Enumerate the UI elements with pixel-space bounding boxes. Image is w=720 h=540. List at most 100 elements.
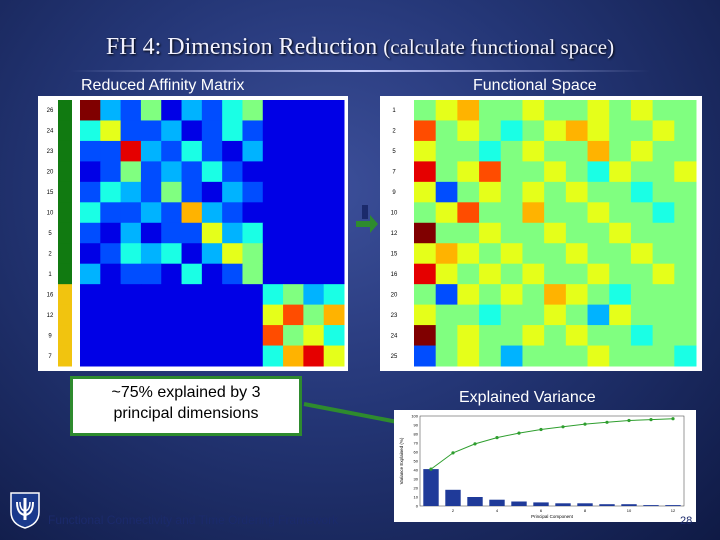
cumulative-variance-point bbox=[495, 436, 499, 440]
affinity-cell bbox=[323, 284, 345, 306]
affinity-cell bbox=[242, 140, 264, 162]
fspace-cell bbox=[479, 325, 502, 347]
affinity-cell bbox=[100, 100, 122, 121]
cumulative-variance-point bbox=[649, 418, 653, 422]
fspace-cell bbox=[544, 345, 567, 367]
fspace-cell bbox=[630, 202, 654, 224]
fspace-row-label: 10 bbox=[391, 211, 398, 217]
affinity-cell bbox=[181, 161, 203, 183]
affinity-cell bbox=[303, 222, 325, 244]
cumulative-variance-point bbox=[473, 442, 477, 446]
explained-variance-chart: 0 10 20 30 40 50 60 70 80 90 100 2 4 6 8 10 12 Principal … bbox=[399, 414, 685, 519]
fspace-cell bbox=[587, 304, 610, 326]
affinity-cell bbox=[262, 243, 284, 265]
affinity-cell bbox=[303, 120, 325, 142]
cumulative-variance-point bbox=[671, 417, 675, 421]
fspace-cell bbox=[435, 345, 458, 367]
y-tick-label: 40 bbox=[414, 468, 419, 473]
affinity-cell bbox=[80, 284, 101, 306]
affinity-row-label: 7 bbox=[48, 354, 52, 360]
fspace-cell bbox=[522, 140, 545, 162]
affinity-cell bbox=[201, 100, 223, 121]
affinity-cell bbox=[181, 345, 203, 367]
affinity-cell bbox=[242, 325, 264, 347]
affinity-cell bbox=[303, 181, 325, 203]
affinity-cell bbox=[100, 181, 122, 203]
affinity-cell bbox=[161, 345, 183, 367]
label-explained-variance: Explained Variance bbox=[459, 389, 596, 406]
fspace-cell bbox=[522, 120, 545, 142]
fspace-cell bbox=[500, 181, 523, 203]
affinity-cell bbox=[120, 100, 142, 121]
affinity-cell bbox=[80, 202, 101, 224]
affinity-cell bbox=[303, 100, 325, 121]
fspace-cell bbox=[674, 140, 697, 162]
cumulative-variance-point bbox=[451, 451, 455, 455]
cumulative-variance-point bbox=[583, 422, 587, 426]
affinity-cell bbox=[161, 120, 183, 142]
affinity-cell bbox=[161, 100, 183, 121]
affinity-cell bbox=[100, 345, 122, 367]
fspace-cell bbox=[609, 100, 632, 121]
affinity-cell bbox=[222, 222, 243, 244]
title-main: FH 4: Dimension Reduction bbox=[105, 34, 378, 60]
fspace-cell bbox=[674, 181, 697, 203]
fspace-cell bbox=[652, 161, 675, 183]
fspace-cell bbox=[674, 100, 697, 121]
fspace-cell bbox=[457, 100, 480, 121]
fspace-cell bbox=[565, 202, 589, 224]
affinity-cell bbox=[80, 181, 101, 203]
affinity-cell bbox=[242, 284, 264, 306]
affinity-cell bbox=[222, 140, 243, 162]
affinity-matrix-heatmap: 26 24 23 20 15 10 5 2 1 16 12 9 7 bbox=[47, 100, 345, 367]
fspace-cell bbox=[587, 120, 610, 142]
affinity-cell bbox=[303, 202, 325, 224]
affinity-cell bbox=[181, 284, 203, 306]
fspace-cell bbox=[630, 243, 654, 265]
fspace-cell bbox=[652, 120, 675, 142]
affinity-cell bbox=[120, 284, 142, 306]
affinity-row-label: 2 bbox=[48, 251, 52, 257]
fspace-cell bbox=[522, 161, 545, 183]
affinity-cell bbox=[120, 181, 142, 203]
fspace-cell bbox=[500, 120, 523, 142]
fspace-cell bbox=[414, 161, 437, 183]
fspace-cell bbox=[457, 325, 480, 347]
fspace-cell bbox=[414, 304, 437, 326]
fspace-cell bbox=[479, 161, 502, 183]
fspace-cell bbox=[674, 161, 697, 183]
cluster-bar-segment bbox=[58, 284, 72, 306]
affinity-cell bbox=[120, 120, 142, 142]
cluster-bar-segment bbox=[58, 202, 72, 224]
affinity-cell bbox=[100, 120, 122, 142]
affinity-cell bbox=[120, 161, 142, 183]
fspace-cell bbox=[630, 140, 654, 162]
affinity-row-label: 16 bbox=[47, 292, 54, 298]
fspace-cell bbox=[652, 181, 675, 203]
affinity-cell bbox=[262, 100, 284, 121]
fspace-cell bbox=[674, 120, 697, 142]
fspace-row-label: 7 bbox=[392, 170, 396, 176]
label-reduced-affinity-matrix: Reduced Affinity Matrix bbox=[81, 77, 245, 94]
fspace-cell bbox=[414, 263, 437, 285]
affinity-cell bbox=[80, 161, 101, 183]
affinity-cell bbox=[80, 100, 101, 121]
fspace-cell bbox=[435, 222, 458, 244]
fspace-cell bbox=[500, 100, 523, 121]
affinity-cell bbox=[100, 325, 122, 347]
affinity-cell bbox=[161, 243, 183, 265]
fspace-cell bbox=[587, 140, 610, 162]
affinity-cell bbox=[222, 120, 243, 142]
affinity-cell bbox=[80, 243, 101, 265]
affinity-cell bbox=[161, 284, 183, 306]
fspace-cell bbox=[674, 243, 697, 265]
fspace-cell bbox=[587, 202, 610, 224]
fspace-cell bbox=[652, 100, 675, 121]
affinity-cell bbox=[283, 222, 304, 244]
affinity-row-label: 23 bbox=[47, 149, 54, 155]
fspace-cell bbox=[457, 304, 480, 326]
variance-chart-panel: 0 10 20 30 40 50 60 70 80 90 100 2 4 6 8 10 12 Principal … bbox=[394, 410, 696, 522]
affinity-cell bbox=[283, 100, 304, 121]
affinity-cell bbox=[283, 263, 304, 285]
fspace-cell bbox=[457, 202, 480, 224]
